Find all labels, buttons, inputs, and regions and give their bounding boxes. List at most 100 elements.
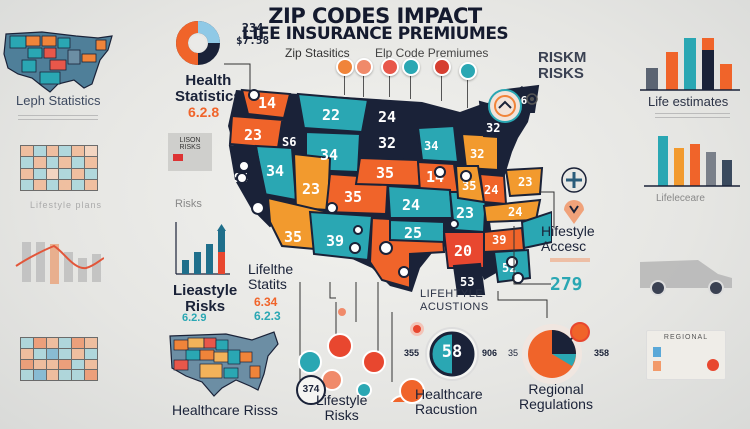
medical-cross-icon — [561, 167, 587, 193]
connector-line — [540, 191, 555, 228]
mini-icon — [653, 361, 661, 371]
connector-line — [513, 226, 551, 285]
region-pa-value: 23 — [518, 175, 532, 189]
riskm-risks-label: RISKM RISKS — [538, 49, 587, 82]
dial-right2-value: 35 — [508, 348, 519, 358]
red-dot-icon — [410, 322, 424, 336]
donut-value-2: $7.58 — [236, 34, 270, 48]
region-nm-value: 39 — [326, 232, 344, 250]
region-or-value: 23 — [244, 126, 262, 144]
mini-icon — [653, 347, 661, 357]
pin-icon-1[interactable] — [336, 58, 354, 76]
regional-right-value: 358 — [594, 348, 610, 358]
caption-text-lines — [18, 112, 98, 123]
pin-icon-6[interactable] — [459, 62, 477, 80]
lifestyle-risk-bubbles — [298, 282, 414, 402]
data-table-card-2 — [20, 337, 98, 381]
region-mi-value: 32 — [470, 147, 484, 161]
lifestyle-bar-chart — [175, 222, 230, 275]
map-pin-icon — [236, 172, 248, 184]
pin-icon-3[interactable] — [381, 58, 399, 76]
lifestyle-risks-value: 6.2.9 — [182, 312, 207, 324]
region-va-value: 24 — [508, 205, 522, 219]
region-sd-value: 32 — [378, 134, 396, 152]
alert-badge-icon — [707, 359, 719, 371]
region-ne-value: 35 — [376, 164, 394, 182]
lifeleceare-caption: Lifeleceare — [656, 193, 705, 204]
map-pin-icon — [512, 272, 524, 284]
lifeleceare-bar-chart — [644, 136, 740, 187]
health-statistics-label: Health Statistics — [175, 72, 242, 105]
connector-line — [224, 63, 251, 100]
orange-bubble-icon — [399, 378, 425, 404]
region-in-value: 24 — [484, 183, 498, 197]
data-table-card-1 — [20, 145, 98, 191]
healthcare-mini-map-icon — [169, 331, 279, 397]
health-badge-icon — [488, 89, 522, 123]
connector-line — [497, 291, 548, 318]
mini-us-map-icon — [3, 31, 113, 93]
life-estimates-bar-chart — [640, 38, 740, 91]
location-marker-icon — [564, 200, 584, 224]
region-ok-value: 25 — [404, 224, 422, 242]
car-icon — [640, 260, 732, 296]
pin-icon-2[interactable] — [355, 58, 373, 76]
map-caption: Leph Statistics — [16, 93, 101, 108]
region-oh-value: 35 — [462, 179, 476, 193]
caption-text-lines — [655, 110, 730, 121]
region-mo-value: 23 — [456, 204, 474, 222]
region-mt-value: 22 — [322, 106, 340, 124]
hifestyle-value: 279 — [550, 274, 583, 295]
regional-regulations-label: Regional Regulations — [519, 381, 593, 412]
region-il-value: 32 — [486, 121, 500, 135]
lifestyle-plans-caption: Lifestyle plans — [30, 200, 103, 210]
map-pin-icon — [248, 89, 260, 101]
map-pin-icon — [251, 201, 265, 215]
life-estimates-caption: Life estimates — [648, 94, 729, 109]
region-wa-value: 14 — [258, 94, 276, 112]
pin-icon-5[interactable] — [433, 58, 451, 76]
page-title-line1: ZIP CODES IMPACT — [268, 4, 482, 28]
region-ut-value: 23 — [302, 180, 320, 198]
health-statistics-value: 6.2.8 — [188, 104, 220, 120]
region-nd-value: 24 — [378, 108, 396, 126]
map-pin-icon — [349, 242, 361, 254]
donut-chart-icon — [175, 21, 220, 65]
map-pin-icon — [353, 225, 363, 235]
region-id-value: S6 — [282, 135, 296, 149]
dial-left-value: 355 — [404, 348, 420, 358]
faded-bar-line-chart — [15, 242, 104, 284]
region-az-value: 35 — [284, 228, 302, 246]
region-co-value: 35 — [344, 188, 362, 206]
lifestyle-risks-label: Lieastyle Risks — [173, 282, 238, 315]
region-wy-value: 34 — [320, 146, 338, 164]
dial-right-value: 906 — [482, 348, 498, 358]
value-374-badge: 374 — [296, 375, 326, 405]
us-zip-code-map[interactable]: 14 23 22 24 32 S6 34 34 23 35 35 14 24 2… — [222, 82, 552, 312]
map-pin-icon — [460, 170, 472, 182]
page-title-line2: LIFE INSURANCE PREMIUMES — [241, 24, 509, 44]
subtitle-zip-statistics: Zip Stasitics — [285, 46, 350, 60]
map-pin-icon — [238, 160, 250, 172]
region-ks-value: 24 — [402, 196, 420, 214]
dial-gauge — [425, 327, 479, 381]
region-ms-value: 53 — [460, 275, 474, 289]
car-icon — [173, 154, 183, 161]
donut-value-1: 234 — [241, 21, 264, 35]
lifestyle-risks-bottom-label: Lifestyle Risks — [316, 392, 368, 423]
map-pin-icon — [379, 241, 393, 255]
region-nv-value: 34 — [266, 162, 284, 180]
lifelthe-value-1: 6.34 — [254, 295, 278, 309]
region-nc-value: 39 — [492, 233, 506, 247]
lifelthe-value-2: 6.2.3 — [254, 309, 281, 323]
lifelthe-statits-label: Lifelthe Statits — [248, 261, 294, 292]
regional-card: REGIONAL — [646, 330, 726, 380]
map-pin-icon — [398, 266, 410, 278]
map-pin-icon — [434, 166, 446, 178]
pin-icon-4[interactable] — [402, 58, 420, 76]
regional-pie-chart — [522, 322, 590, 384]
hifestyle-access-label: Hifestyle Accesc — [541, 223, 595, 254]
map-pin-icon — [449, 219, 459, 229]
dial-value: 58 — [441, 342, 463, 362]
risks-caption: Risks — [175, 198, 202, 210]
